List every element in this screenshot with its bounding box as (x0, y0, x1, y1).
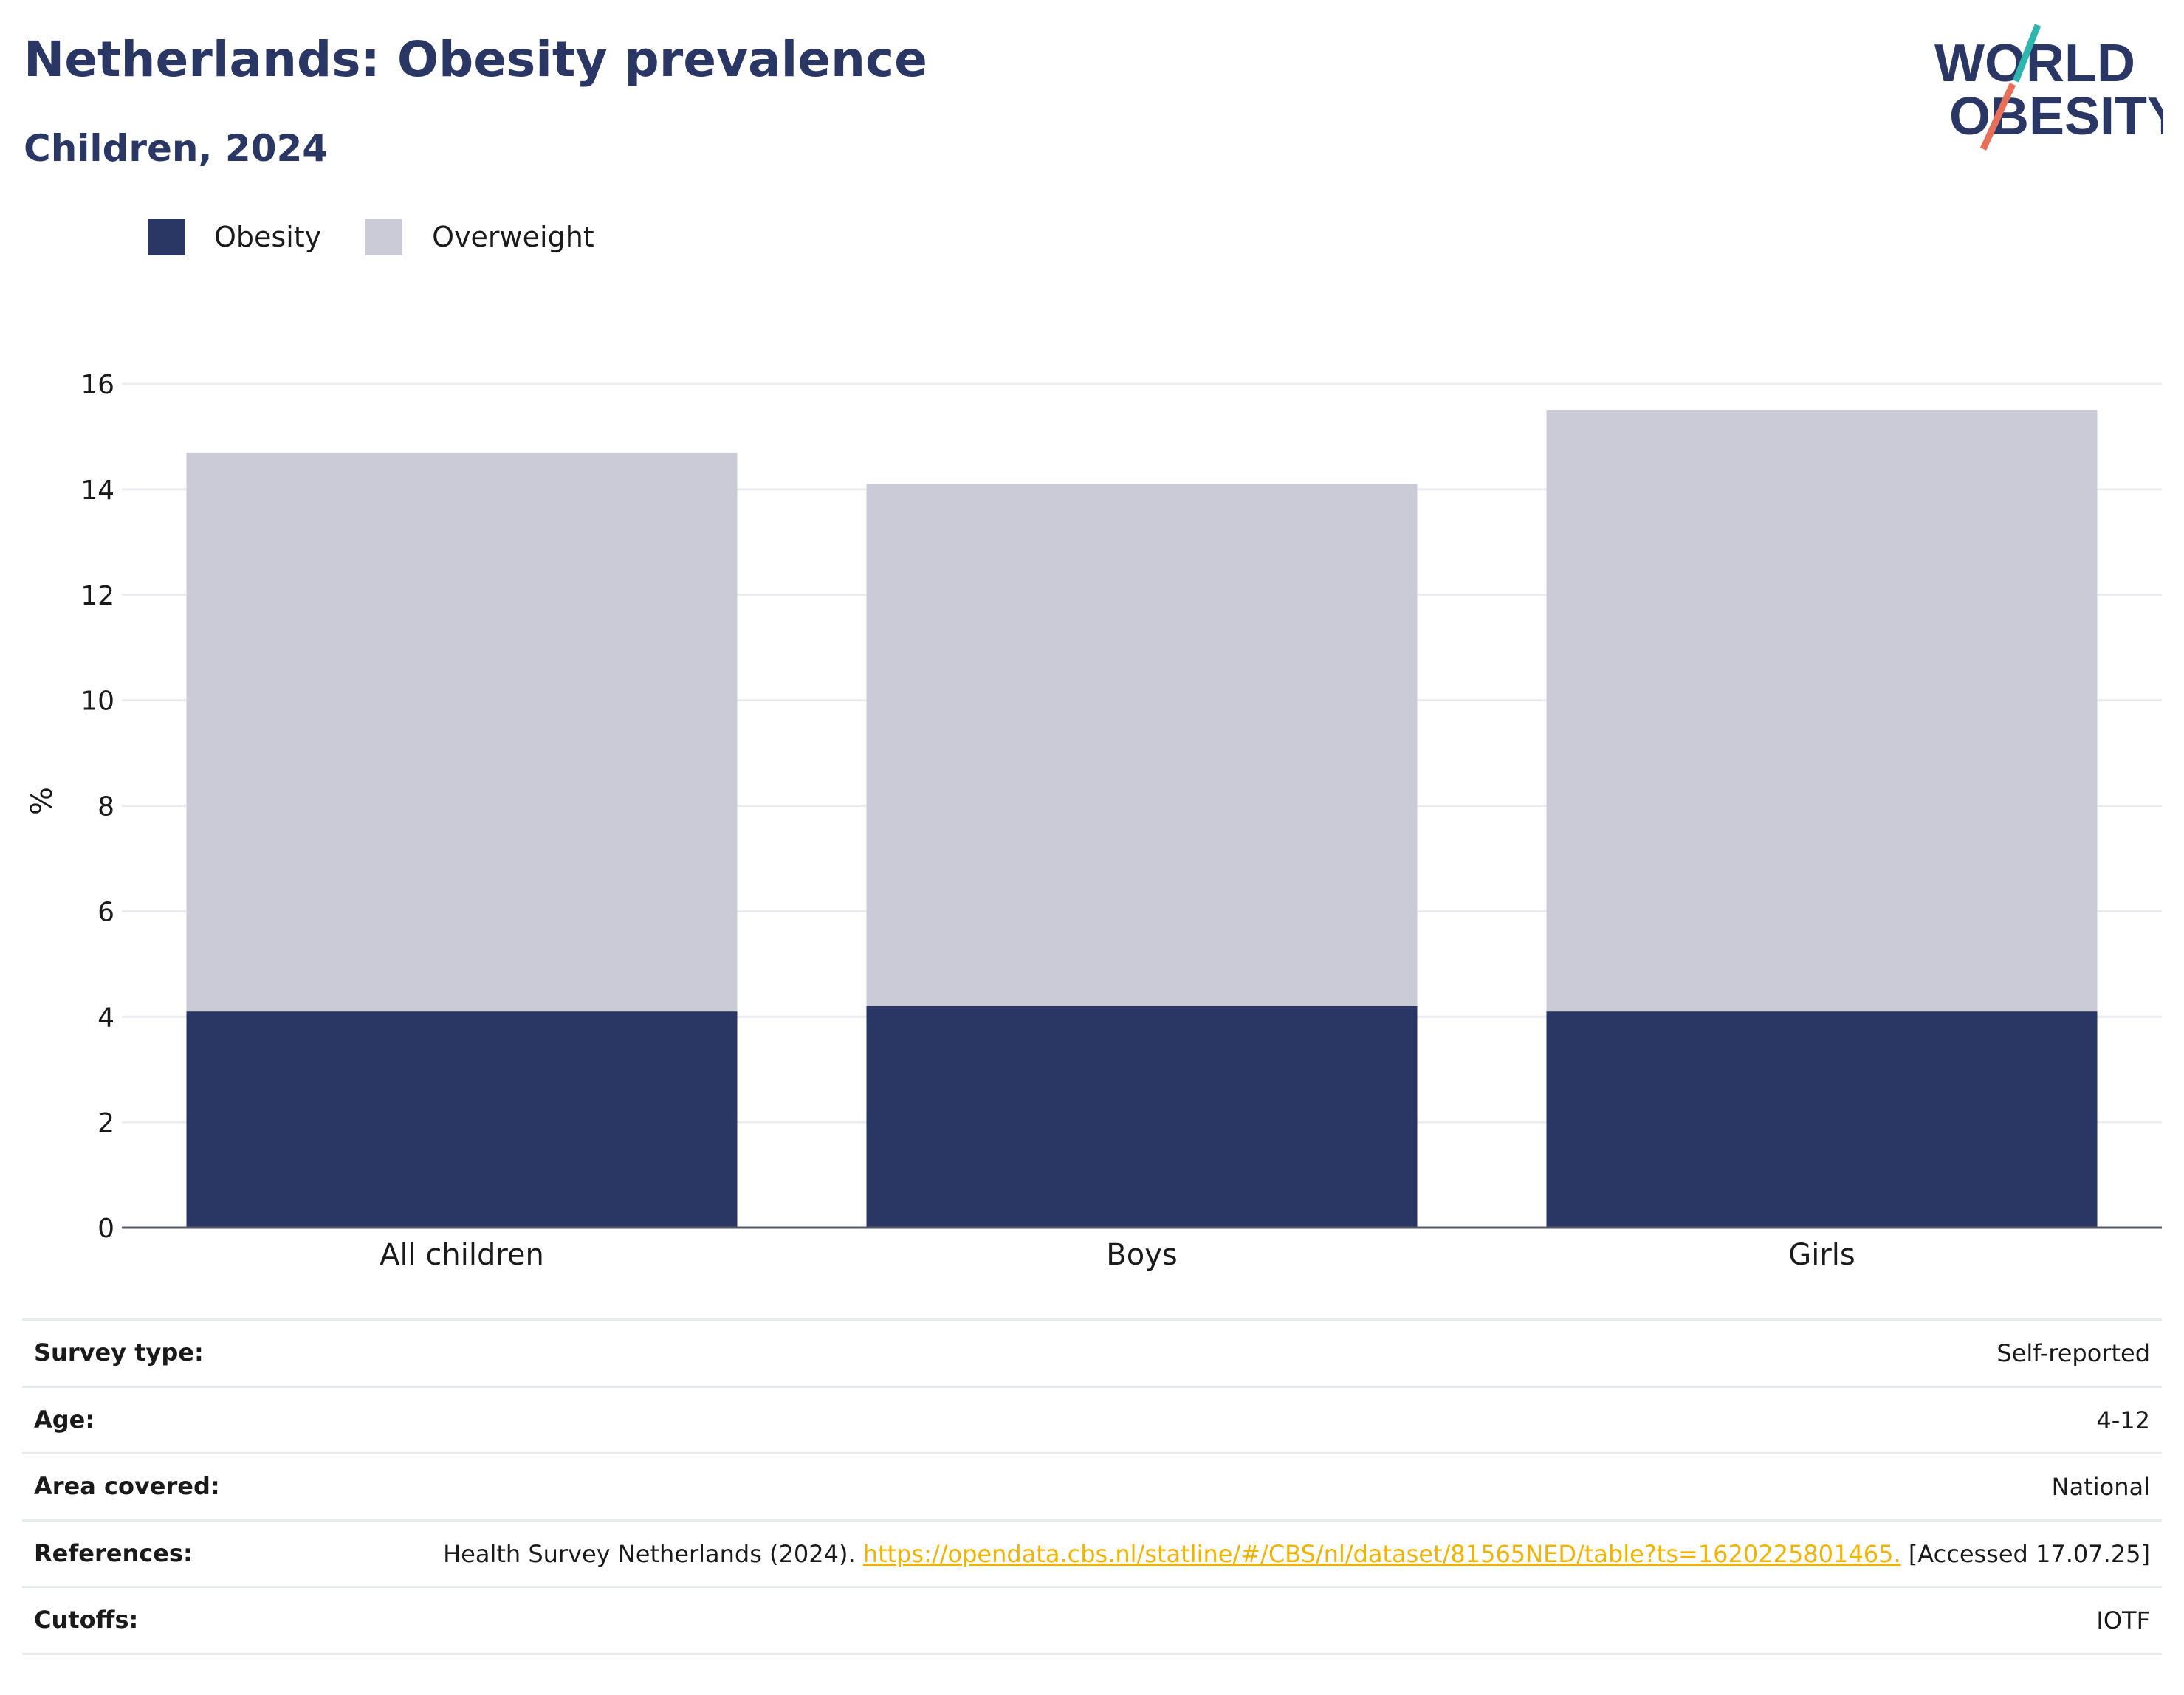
logo-line2: OBESITY (1949, 87, 2163, 146)
bar-obesity (186, 1011, 738, 1228)
chart-title: Netherlands: Obesity prevalence (24, 31, 927, 88)
bar-obesity (866, 1005, 1418, 1228)
meta-label: Age: (34, 1405, 95, 1434)
y-tick-label: 16 (80, 370, 114, 400)
bar-obesity (1546, 1011, 2098, 1228)
y-tick-label: 12 (80, 581, 114, 611)
legend-label-obesity: Obesity (214, 221, 322, 253)
meta-row-age: Age: 4-12 (22, 1385, 2162, 1453)
legend: Obesity Overweight (148, 219, 639, 255)
logo-teal-slash (2012, 24, 2042, 83)
meta-value: Self-reported (1996, 1339, 2150, 1367)
x-tick-label: Girls (1788, 1238, 1855, 1272)
y-tick-label: 4 (97, 1003, 114, 1033)
bars (186, 410, 2098, 1228)
legend-swatch-obesity (148, 219, 185, 255)
logo-line1: WORLD (1934, 34, 2135, 93)
meta-label: Area covered: (34, 1472, 220, 1501)
meta-row-references: References: Health Survey Netherlands (2… (22, 1519, 2162, 1586)
bar-overweight (1546, 410, 2098, 1012)
legend-item-obesity[interactable]: Obesity (148, 219, 321, 255)
bar-chart: 0 2 4 6 8 10 12 14 16 All children Boys Girls % (25, 370, 2162, 1272)
meta-value-references: Health Survey Netherlands (2024). https:… (443, 1539, 2150, 1570)
y-tick-label: 2 (97, 1108, 114, 1138)
meta-row-area: Area covered: National (22, 1452, 2162, 1519)
meta-label: Cutoffs: (34, 1606, 139, 1634)
y-tick-label: 6 (97, 897, 114, 927)
reference-accessed: [Accessed 17.07.25] (1908, 1539, 2150, 1568)
meta-value: National (2051, 1473, 2150, 1502)
chart-subtitle: Children, 2024 (24, 127, 329, 170)
meta-label: References: (34, 1538, 193, 1567)
legend-label-overweight: Overweight (432, 221, 594, 253)
y-tick-label: 10 (80, 687, 114, 717)
logo-coral-slash (1979, 83, 2016, 151)
y-tick-label: 14 (80, 475, 114, 506)
reference-link[interactable]: https://opendata.cbs.nl/statline/#/CBS/n… (862, 1539, 1901, 1568)
meta-value: IOTF (2096, 1606, 2150, 1635)
y-tick-label: 8 (97, 792, 114, 822)
bar-overweight (186, 452, 738, 1012)
y-tick-label: 0 (97, 1214, 114, 1244)
meta-label: Survey type: (34, 1338, 204, 1366)
x-tick-label: Boys (1106, 1238, 1177, 1272)
legend-swatch-overweight (365, 219, 403, 255)
reference-text: Health Survey Netherlands (2024). (443, 1539, 856, 1568)
y-axis-label: % (25, 787, 59, 815)
world-obesity-logo: WORLD OBESITY (1934, 24, 2163, 151)
metadata-table: Survey type: Self-reported Age: 4-12 Are… (22, 1318, 2162, 1655)
axes: 0 2 4 6 8 10 12 14 16 All children Boys Girls (80, 370, 2162, 1272)
x-tick-label: All children (380, 1238, 544, 1272)
meta-row-cutoffs: Cutoffs: IOTF (22, 1586, 2162, 1655)
bar-overweight (866, 484, 1418, 1006)
meta-row-survey-type: Survey type: Self-reported (22, 1318, 2162, 1386)
legend-item-overweight[interactable]: Overweight (365, 219, 594, 255)
meta-value: 4-12 (2096, 1406, 2150, 1434)
